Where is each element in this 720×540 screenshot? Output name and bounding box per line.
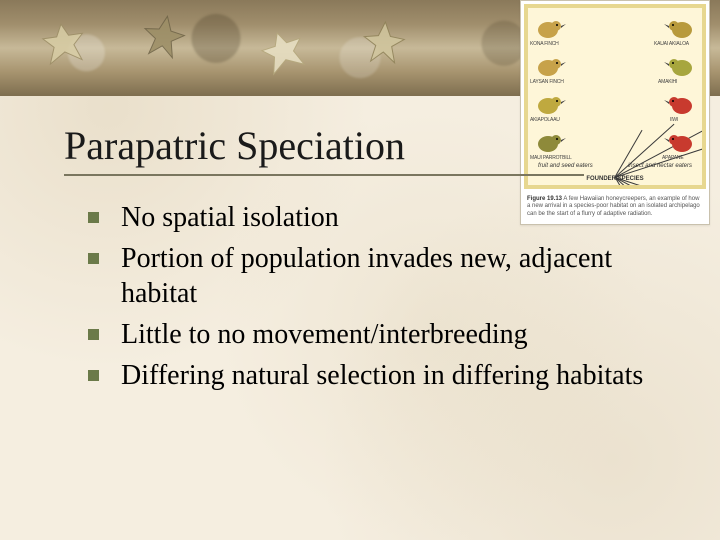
bullet-text: Portion of population invades new, adjac… bbox=[121, 241, 672, 311]
bird-icon bbox=[664, 132, 694, 154]
bird-icon bbox=[536, 18, 566, 40]
leaf-icon bbox=[254, 24, 314, 84]
bird-icon bbox=[536, 94, 566, 116]
bird-icon bbox=[536, 56, 566, 78]
leaf-icon bbox=[37, 19, 91, 73]
row-label-left: fruit and seed eaters bbox=[538, 163, 593, 169]
list-item: Differing natural selection in differing… bbox=[88, 358, 672, 393]
leaf-icon bbox=[136, 8, 192, 64]
bird-label: KONA FINCH bbox=[530, 42, 559, 47]
bullet-text: Differing natural selection in differing… bbox=[121, 358, 672, 393]
bird-icon bbox=[536, 132, 566, 154]
bullet-icon bbox=[88, 212, 99, 223]
slide-title: Parapatric Speciation bbox=[64, 122, 405, 169]
bullet-icon bbox=[88, 370, 99, 381]
bullet-text: Little to no movement/interbreeding bbox=[121, 317, 672, 352]
list-item: Little to no movement/interbreeding bbox=[88, 317, 672, 352]
title-underline bbox=[64, 174, 584, 176]
list-item: Portion of population invades new, adjac… bbox=[88, 241, 672, 311]
bird-label: IIWI bbox=[670, 118, 678, 123]
bullet-icon bbox=[88, 253, 99, 264]
bird-label: LAYSAN FINCH bbox=[530, 80, 564, 85]
bullet-icon bbox=[88, 329, 99, 340]
bird-icon bbox=[664, 94, 694, 116]
leaf-icon bbox=[358, 16, 409, 67]
bullet-text: No spatial isolation bbox=[121, 200, 672, 235]
slide-body: No spatial isolation Portion of populatio… bbox=[88, 200, 672, 399]
bird-icon bbox=[664, 56, 694, 78]
bird-label: AMAKIHI bbox=[658, 80, 677, 85]
figure-diagram: fruit and seed eaters insect and nectar … bbox=[524, 4, 706, 189]
bird-icon bbox=[664, 18, 694, 40]
bird-label: APAPANE bbox=[662, 156, 683, 161]
bird-label: AKIAPOLAAU bbox=[530, 118, 560, 123]
embedded-figure: fruit and seed eaters insect and nectar … bbox=[520, 0, 710, 225]
bird-label: KAUAI AKIALOA bbox=[654, 42, 689, 47]
list-item: No spatial isolation bbox=[88, 200, 672, 235]
bird-label: MAUI PARROTBILL bbox=[530, 156, 572, 161]
